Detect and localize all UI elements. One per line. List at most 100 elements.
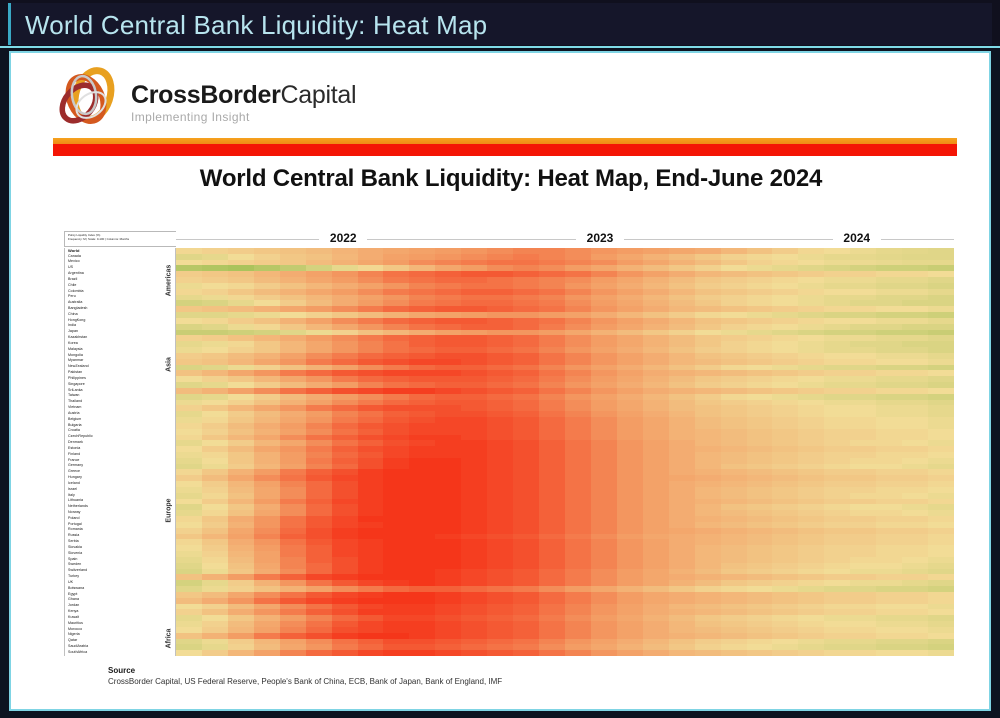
heatmap-cell [513, 510, 540, 517]
heatmap-cell [928, 422, 954, 429]
heatmap-cell [746, 481, 773, 487]
heatmap-cell [513, 527, 540, 534]
heatmap-cell [201, 352, 228, 359]
heatmap-cell [513, 469, 540, 476]
heatmap-cell [824, 277, 851, 283]
heatmap-cell [772, 370, 799, 377]
heatmap-cell [305, 475, 332, 482]
heatmap-cell [642, 259, 669, 266]
heatmap-cell [746, 387, 773, 394]
heatmap-cell [409, 486, 436, 493]
heatmap-cell [850, 387, 877, 394]
heatmap-cell [590, 556, 617, 563]
row-label-morocco: Morocco [68, 626, 83, 631]
heatmap-cell [435, 457, 462, 464]
heatmap-cell [902, 504, 929, 511]
heatmap-cell [253, 615, 280, 622]
heatmap-cell [487, 516, 514, 522]
heatmap-cell [746, 597, 773, 604]
heatmap-cell [824, 533, 851, 540]
heatmap-cell [435, 277, 462, 283]
heatmap-cell [539, 551, 565, 557]
heatmap-cell [928, 277, 954, 283]
heatmap-cell [487, 370, 514, 377]
heatmap-cell [590, 580, 617, 587]
heatmap-cell [590, 597, 617, 604]
heatmap-cell [176, 294, 202, 301]
heatmap-cell [279, 446, 306, 452]
heatmap-cell [564, 644, 591, 651]
heatmap-cell [357, 533, 384, 540]
heatmap-cell [461, 300, 488, 307]
heatmap-cell [694, 352, 721, 359]
heatmap-cell [539, 411, 565, 418]
heatmap-cell [902, 428, 929, 435]
heatmap-cell [798, 539, 825, 546]
heatmap-cell [357, 650, 384, 656]
heatmap-cell [590, 463, 617, 470]
heatmap-cell [201, 294, 228, 301]
heatmap-cell [746, 358, 773, 365]
heatmap-cell [876, 277, 903, 283]
heatmap-cell [694, 306, 721, 313]
heatmap-cell [720, 265, 747, 272]
heatmap-cell [902, 556, 929, 563]
heatmap-cell [642, 638, 669, 645]
heatmap-cell [279, 352, 306, 359]
heatmap-row [176, 248, 954, 254]
heatmap-cell [720, 376, 747, 383]
heatmap-cell [616, 650, 643, 656]
row-label-vietnam: Vietnam [68, 405, 82, 410]
heatmap-cell [227, 475, 254, 482]
heatmap-cell [279, 556, 306, 563]
row-label-lithuania: Lithuania [68, 498, 84, 503]
heatmap-cell [305, 463, 332, 470]
heatmap-cell [253, 621, 280, 627]
heatmap-cell [357, 609, 384, 616]
heatmap-cell [487, 405, 514, 412]
heatmap-cell [850, 382, 877, 388]
heatmap-cell [331, 317, 358, 324]
heatmap-cell [435, 650, 462, 656]
heatmap-cell [720, 621, 747, 627]
heatmap-cell [383, 405, 410, 412]
heatmap-cell [253, 510, 280, 517]
heatmap-cell [564, 294, 591, 301]
heatmap-cell [201, 638, 228, 645]
heatmap-cell [616, 562, 643, 569]
heatmap-cell [850, 556, 877, 563]
heatmap-cell [461, 393, 488, 400]
heatmap-cell [850, 469, 877, 476]
heatmap-cell [487, 323, 514, 330]
heatmap-cell [642, 265, 669, 272]
heatmap-cell [642, 306, 669, 313]
heatmap-cell [694, 300, 721, 307]
heatmap-cell [201, 428, 228, 435]
heatmap-cell [798, 294, 825, 301]
heatmap-cell [487, 621, 514, 627]
heatmap-cell [539, 545, 565, 552]
heatmap-cell [461, 638, 488, 645]
heatmap-cell [253, 317, 280, 324]
heatmap-cell [824, 481, 851, 487]
heatmap-cell [850, 434, 877, 441]
heatmap-cell [435, 469, 462, 476]
heatmap-cell [902, 253, 929, 260]
heatmap-cell [720, 486, 747, 493]
heatmap-cell [176, 405, 202, 412]
heatmap-cell [668, 317, 695, 324]
heatmap-cell [850, 253, 877, 260]
heatmap-cell [850, 312, 877, 318]
heatmap-cell [928, 574, 954, 581]
heatmap-cell [279, 644, 306, 651]
heatmap-row [176, 498, 954, 505]
heatmap-cell [824, 422, 851, 429]
heatmap-cell [720, 644, 747, 651]
heatmap-cell [227, 451, 254, 458]
heatmap-cell [590, 586, 617, 592]
heatmap-cell [409, 282, 436, 289]
heatmap-row [176, 300, 954, 307]
heatmap-cell [279, 411, 306, 418]
heatmap-cell [331, 440, 358, 447]
heatmap-cell [487, 376, 514, 383]
